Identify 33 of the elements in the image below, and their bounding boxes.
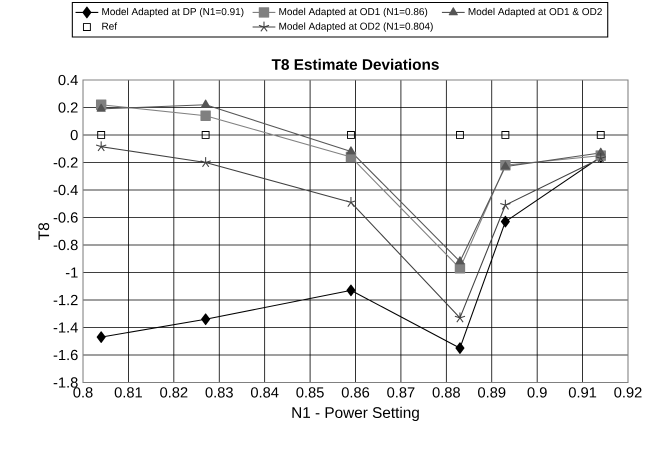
x-axis-title: N1 - Power Setting [292,406,419,422]
x-tick-label: 0.92 [614,387,642,398]
y-tick-label: 0.2 [58,102,78,113]
x-tick-label: 0.81 [114,387,142,398]
x-tick-label: 0.85 [296,387,324,398]
legend-label: Model Adapted at DP (N1=0.91) [102,8,244,18]
y-tick-label: 0 [70,130,78,140]
legend-label: Model Adapted at OD1 & OD2 [468,8,602,18]
x-tick-label: 0.91 [568,387,596,398]
y-tick-label: -1.8 [54,377,78,388]
x-tick-label: 0.87 [387,387,414,398]
y-tick-label: -0.8 [54,240,78,250]
x-tick-label: 0.88 [432,387,460,398]
x-tick-label: 0.86 [342,387,370,398]
legend-label: Ref [102,22,118,30]
y-tick-label: -0.6 [54,212,78,223]
x-tick-label: 0.83 [206,387,233,398]
y-tick-label: -1.4 [54,322,78,333]
y-axis-title: T8 [38,222,50,240]
y-tick-label: 0.4 [58,74,78,86]
x-tick-label: 0.82 [160,387,188,398]
x-tick-label: 0.84 [250,387,278,398]
y-tick-label: -0.2 [54,157,78,168]
y-tick-label: -0.4 [54,184,78,196]
y-tick-label: -1.6 [54,350,78,360]
y-tick-label: -1.2 [54,294,78,306]
legend-label: Model Adapted at OD2 (N1=0.804) [279,22,433,32]
x-tick-label: 0.8 [73,387,93,398]
x-tick-label: 0.9 [528,387,547,398]
x-tick-label: 0.89 [478,387,506,398]
y-tick-label: -1 [66,267,78,278]
legend-label: Model Adapted at OD1 (N1=0.86) [279,8,428,18]
chart-title: T8 Estimate Deviations [272,58,439,70]
